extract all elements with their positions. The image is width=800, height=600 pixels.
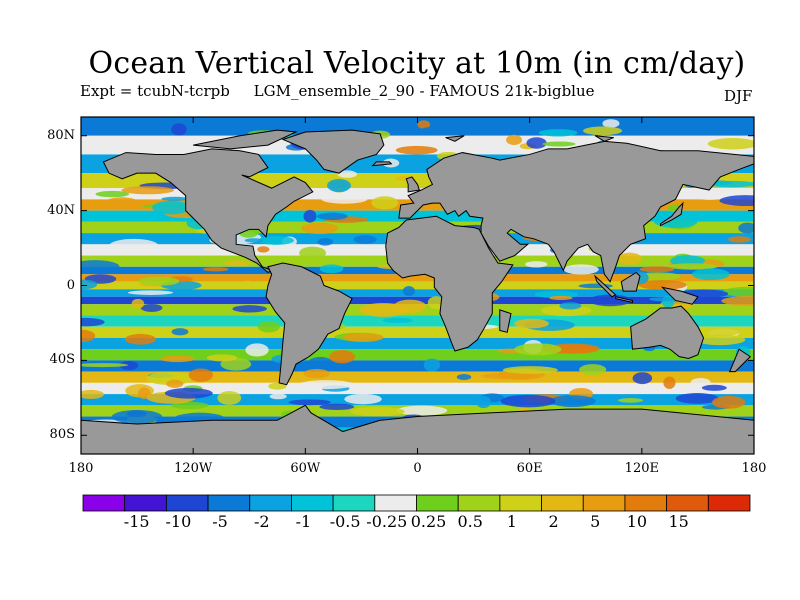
colorbar-label: -15	[123, 512, 150, 531]
axis-ticks	[80, 117, 755, 454]
lat-tick-label: 0	[66, 277, 75, 293]
colorbar-label: 0.5	[457, 512, 483, 531]
season-label: DJF	[724, 87, 753, 105]
colorbar-swatch	[707, 494, 751, 512]
colorbar-swatch	[374, 494, 417, 512]
land-polygon	[193, 129, 298, 150]
colorbar-label: -0.25	[366, 512, 408, 531]
land-masses	[81, 129, 754, 454]
colorbar-label: -10	[165, 512, 192, 531]
colorbar-label: 1	[506, 512, 517, 531]
colorbar-label: -0.5	[329, 512, 361, 531]
colorbar-label: 5	[590, 512, 601, 531]
land-polygon	[445, 135, 465, 142]
land-polygon	[728, 348, 752, 373]
land-polygon	[620, 271, 641, 292]
lon-tick-label: 180	[741, 461, 767, 476]
lon-tick-label: 180	[68, 461, 94, 476]
colorbar-swatch	[666, 494, 709, 512]
lon-tick-label: 0	[413, 461, 422, 476]
map-plot-area	[81, 117, 754, 454]
colorbar-swatch	[165, 494, 209, 512]
colorbar-swatch	[499, 494, 542, 512]
colorbar-swatch	[416, 494, 459, 512]
land-polygon	[265, 262, 353, 386]
land-polygon	[81, 404, 754, 454]
land-polygon	[499, 309, 512, 333]
colorbar-label: -1	[295, 512, 312, 531]
land-polygon	[594, 135, 614, 142]
land-polygon	[660, 286, 699, 305]
colorbar-label: -5	[212, 512, 228, 531]
colorbar-label: 10	[626, 512, 648, 531]
colorbar-swatch	[249, 494, 292, 512]
colorbar-swatch	[541, 494, 584, 512]
lat-tick-label: 40S	[49, 352, 75, 368]
land-polygon	[630, 305, 705, 360]
land-polygon	[398, 140, 754, 283]
experiment-subtitle: Expt = tcubN-tcrpb LGM_ensemble_2_90 - F…	[80, 82, 595, 100]
colorbar-swatch	[207, 494, 251, 512]
colorbar-label: 15	[668, 512, 689, 531]
land-polygon	[615, 296, 633, 303]
land-polygon	[385, 215, 514, 352]
land-polygon	[371, 161, 393, 167]
colorbar	[82, 494, 751, 512]
lon-tick-label: 120E	[624, 461, 659, 476]
lon-tick-label: 60W	[290, 461, 321, 476]
colorbar-swatch	[332, 494, 376, 512]
land-polygon	[281, 129, 385, 174]
colorbar-swatch	[82, 494, 126, 512]
lat-tick-label: 80N	[47, 127, 75, 143]
colorbar-label: -2	[253, 512, 270, 531]
land-polygon	[660, 201, 684, 227]
lat-tick-label: 80S	[49, 427, 75, 443]
lat-tick-label: 40N	[47, 202, 75, 218]
lon-tick-label: 120W	[174, 461, 213, 476]
colorbar-swatch	[291, 494, 334, 512]
colorbar-swatch	[624, 494, 668, 512]
colorbar-label: 0.25	[410, 512, 447, 531]
land-polygon	[405, 176, 421, 193]
land-polygon	[102, 148, 314, 273]
colorbar-label: 2	[548, 512, 559, 531]
land-polygon	[594, 274, 617, 298]
colorbar-swatch	[124, 494, 167, 512]
colorbar-swatch	[582, 494, 626, 512]
colorbar-swatch	[457, 494, 501, 512]
lon-tick-label: 60E	[516, 461, 543, 476]
map-title: Ocean Vertical Velocity at 10m (in cm/da…	[88, 46, 746, 81]
